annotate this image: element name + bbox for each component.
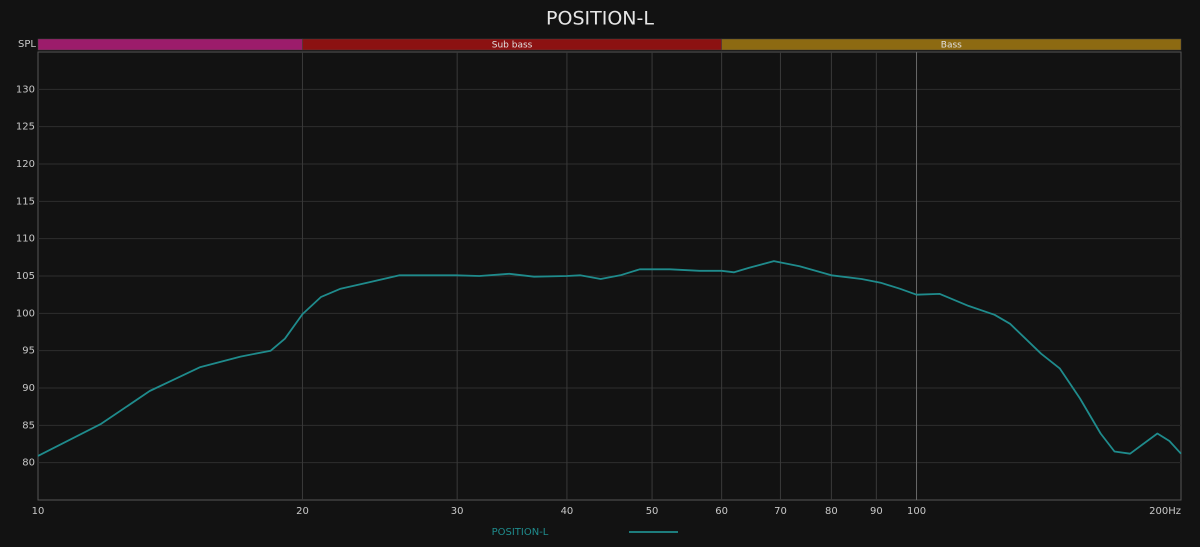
y-tick-label: 125 xyxy=(16,122,35,133)
y-tick-label: 85 xyxy=(22,420,35,431)
x-tick-label: 60 xyxy=(715,506,728,517)
y-tick-label: 90 xyxy=(22,383,35,394)
x-tick-label: 70 xyxy=(774,506,787,517)
y-tick-label: 105 xyxy=(16,271,35,282)
y-tick-label: 130 xyxy=(16,84,35,95)
x-tick-label: 50 xyxy=(646,506,659,517)
y-tick-label: 80 xyxy=(22,458,35,469)
x-tick-label: 100 xyxy=(907,506,926,517)
x-tick-label: 90 xyxy=(870,506,883,517)
series-line xyxy=(37,260,1182,457)
x-tick-label: 200Hz xyxy=(1149,506,1181,517)
x-tick-label: 20 xyxy=(296,506,309,517)
y-tick-label: 120 xyxy=(16,159,35,170)
band-label: Sub bass xyxy=(492,41,533,51)
band xyxy=(721,38,1182,51)
y-tick-label: 95 xyxy=(22,346,35,357)
y-axis-label: SPL xyxy=(18,39,36,50)
band xyxy=(37,38,303,51)
y-tick-label: 110 xyxy=(16,234,35,245)
y-tick-label: 100 xyxy=(16,308,35,319)
x-tick-label: 80 xyxy=(825,506,838,517)
legend-label: POSITION-L xyxy=(492,527,549,538)
y-tick-label: 115 xyxy=(16,196,35,207)
x-tick-label: 40 xyxy=(561,506,574,517)
x-tick-label: 10 xyxy=(32,506,45,517)
x-tick-label: 30 xyxy=(451,506,464,517)
band-label: Bass xyxy=(941,41,962,51)
chart-title: POSITION-L xyxy=(546,8,654,30)
